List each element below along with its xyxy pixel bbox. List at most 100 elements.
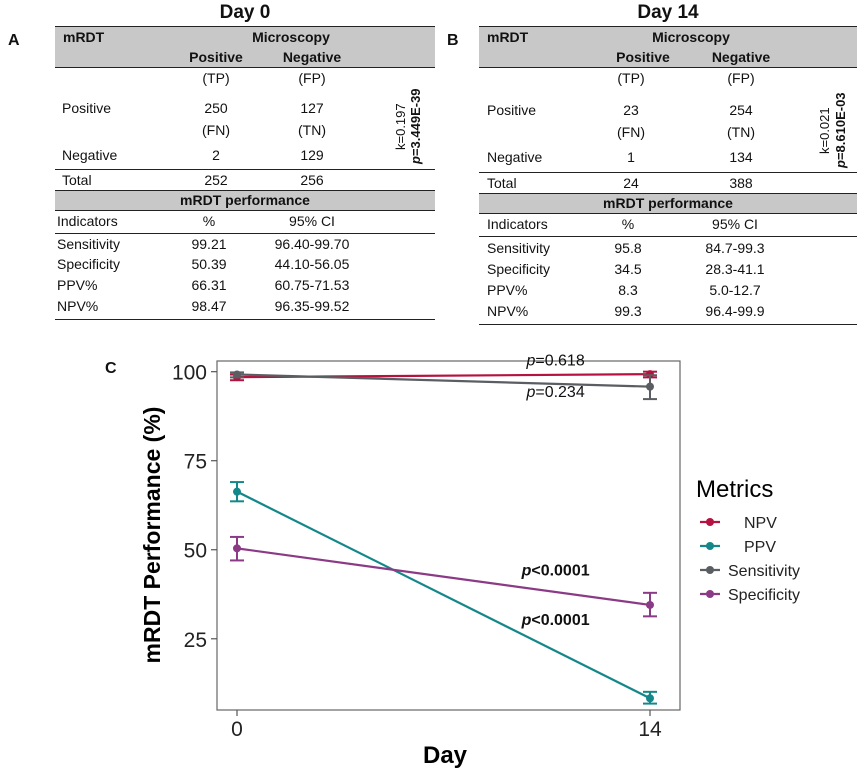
rule: [55, 319, 435, 320]
metric-name: NPV%: [57, 298, 99, 314]
data-point-specificity: [233, 544, 241, 553]
fn-value: 2: [212, 147, 220, 163]
total-positive: 24: [623, 175, 639, 191]
series-line-ppv: [236, 490, 651, 700]
p-value-annotation: p=0.234: [525, 384, 584, 401]
data-point-ppv: [646, 694, 654, 703]
row-negative: Negative: [62, 147, 118, 163]
metric-name: Specificity: [57, 256, 121, 272]
metric-ci: 96.40-99.70: [274, 236, 350, 252]
p-value-text: <0.0001: [531, 612, 589, 629]
metric-value: 98.47: [191, 298, 227, 314]
metric-ci: 28.3-41.1: [705, 261, 765, 277]
total-positive: 252: [204, 172, 228, 188]
rule: [479, 213, 857, 214]
col-positive: Positive: [616, 49, 670, 65]
fp-label: (FP): [727, 70, 755, 86]
fn-value: 1: [627, 149, 635, 165]
tp-label: (TP): [202, 70, 230, 86]
metric-value: 99.21: [191, 236, 227, 252]
data-point-ppv: [233, 487, 241, 496]
total-negative: 388: [729, 175, 753, 191]
legend-label-ppv: PPV: [744, 539, 776, 556]
rule: [479, 26, 857, 27]
fp-value: 127: [300, 100, 324, 116]
metric-name: PPV%: [57, 277, 98, 293]
kappa-label: k=0.021: [817, 107, 832, 154]
legend-marker-sensitivity: [706, 566, 714, 574]
legend: NPV PPV Sensitivity Specificity: [700, 515, 800, 604]
metric-name: Sensitivity: [487, 240, 551, 256]
ci-label: 95% CI: [712, 216, 758, 232]
header-band: [479, 27, 857, 67]
ticks-layer: 25 50 75 100 0 14: [172, 362, 662, 741]
rule: [55, 233, 435, 234]
metric-ci: 5.0-12.7: [709, 282, 761, 298]
indicators-label: Indicators: [487, 216, 548, 232]
tp-value: 250: [204, 100, 228, 116]
rule: [55, 210, 435, 211]
tn-value: 134: [729, 149, 753, 165]
legend-marker-npv: [706, 518, 714, 526]
row-positive: Positive: [62, 100, 112, 116]
p-value-text: <0.0001: [531, 562, 589, 579]
metric-ci: 84.7-99.3: [705, 240, 765, 256]
y-tick-label: 100: [172, 362, 207, 385]
header-left: mRDT: [487, 29, 529, 45]
fp-label: (FP): [298, 70, 326, 86]
indicators-label: Indicators: [57, 213, 118, 229]
total-negative: 256: [300, 172, 324, 188]
rule: [479, 67, 857, 68]
p-value-text: =0.234: [535, 384, 584, 401]
legend-label-specificity: Specificity: [728, 587, 800, 604]
performance-band: [55, 191, 435, 210]
panel-a-table: mRDT Microscopy Positive Negative (TP) (…: [55, 26, 435, 321]
rule: [479, 172, 857, 173]
metric-ci: 44.10-56.05: [274, 256, 350, 272]
metric-name: NPV%: [487, 303, 529, 319]
y-axis-title: mRDT Performance (%): [139, 407, 165, 664]
p-value-label: p=3.449E-39: [408, 88, 423, 164]
p-value-annotation: p=0.618: [525, 352, 584, 369]
ci-label: 95% CI: [289, 213, 335, 229]
p-italic: p: [521, 612, 532, 629]
tn-value: 129: [300, 147, 324, 163]
rule: [55, 67, 435, 68]
rule: [55, 26, 435, 27]
performance-band: [479, 194, 857, 213]
rule: [479, 193, 857, 194]
data-point-specificity: [646, 600, 654, 609]
percent-label: %: [621, 216, 635, 232]
metric-value: 50.39: [191, 256, 227, 272]
metric-value: 8.3: [618, 282, 638, 298]
rule: [479, 236, 857, 237]
percent-label: %: [202, 213, 216, 229]
col-negative: Negative: [282, 49, 342, 65]
legend-title: Metrics: [696, 476, 773, 503]
p-value-annotation: p<0.0001: [521, 562, 590, 579]
panel-a-letter: A: [8, 32, 20, 49]
series-line-specificity: [236, 547, 651, 607]
rule: [55, 169, 435, 170]
tp-label: (TP): [617, 70, 645, 86]
data-point-sensitivity: [646, 382, 654, 391]
metric-name: PPV%: [487, 282, 528, 298]
metric-name: Sensitivity: [57, 236, 121, 252]
panel-c-letter: C: [105, 360, 117, 377]
metric-value: 66.31: [191, 277, 227, 293]
header-group: Microscopy: [652, 29, 730, 45]
total-label: Total: [62, 172, 92, 188]
row-negative: Negative: [487, 149, 543, 165]
metric-ci: 96.35-99.52: [274, 298, 350, 314]
panel-b-table: mRDT Microscopy Positive Negative (TP) (…: [479, 26, 857, 326]
total-label: Total: [487, 175, 517, 191]
tn-label: (TN): [727, 124, 755, 140]
x-axis-title: Day: [423, 742, 468, 769]
metric-value: 95.8: [614, 240, 642, 256]
y-tick-label: 50: [184, 540, 207, 563]
fn-label: (FN): [617, 124, 645, 140]
panel-b-letter: B: [447, 32, 459, 49]
x-tick-label: 14: [638, 718, 662, 741]
